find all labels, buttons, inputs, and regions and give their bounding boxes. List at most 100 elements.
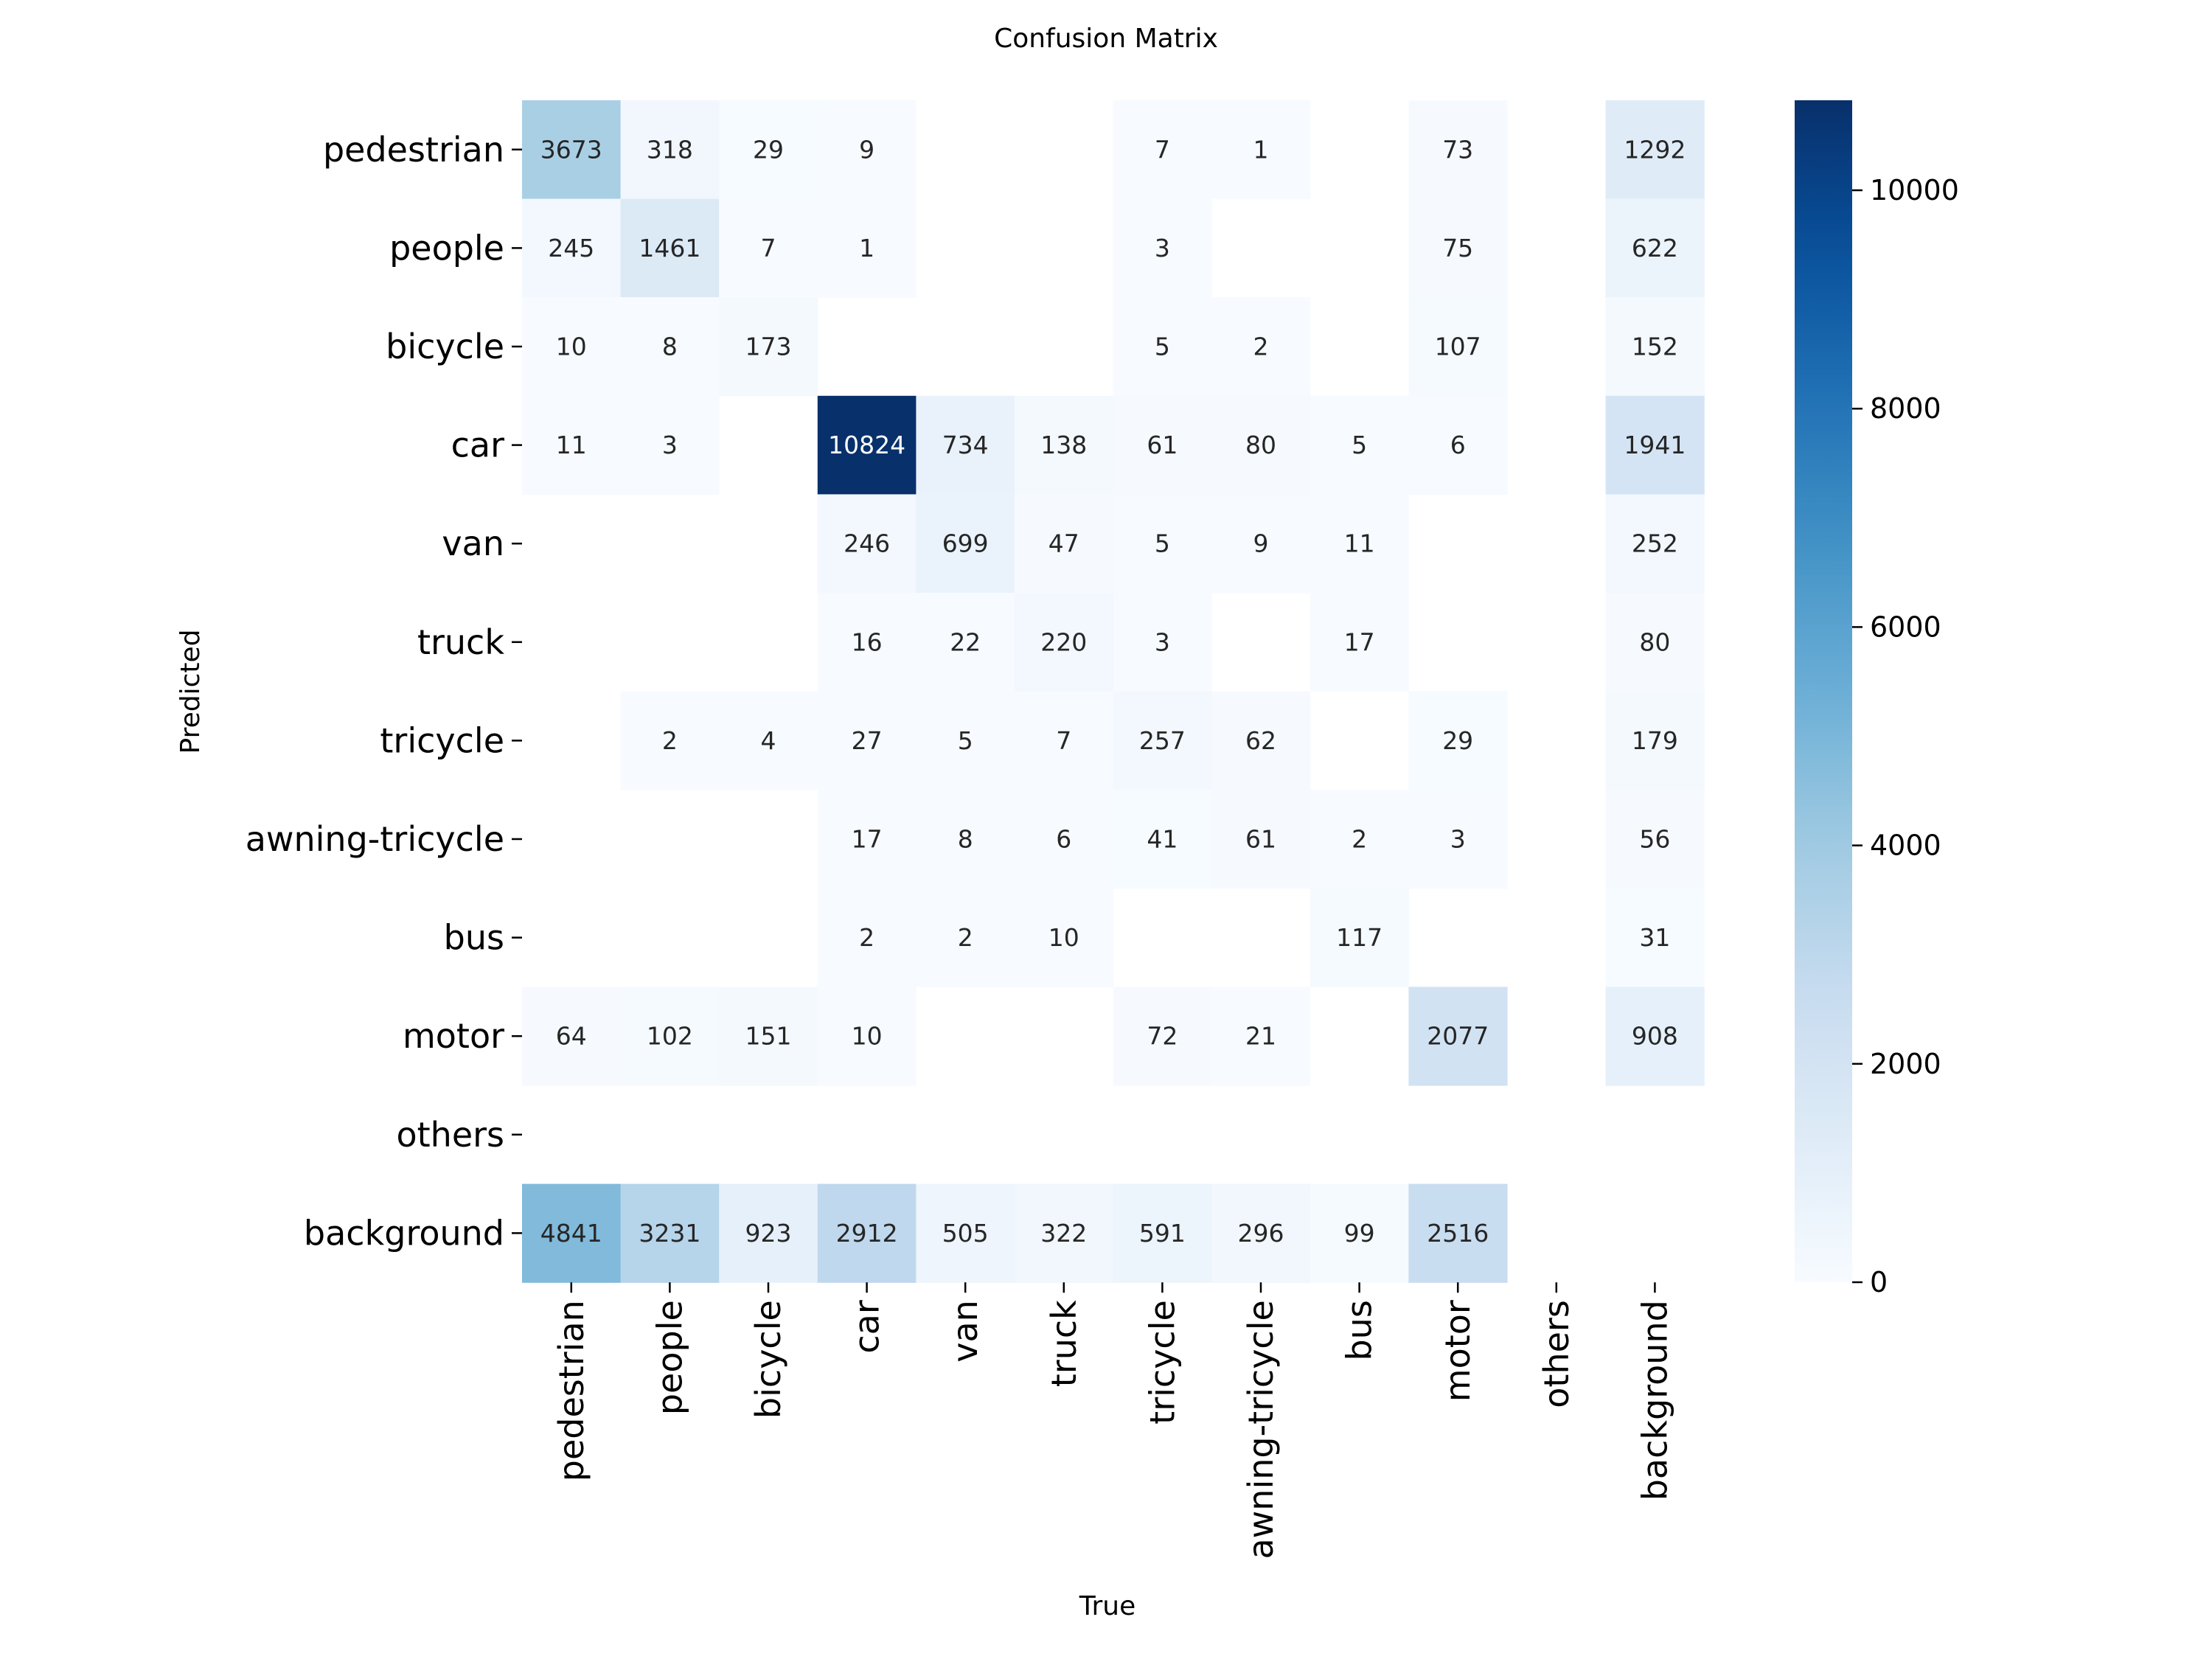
- cell-value-label: 151: [745, 1022, 792, 1051]
- cell-value-label: 62: [1245, 726, 1276, 755]
- heatmap-cell: [522, 198, 622, 298]
- colorbar-tick-label: 10000: [1870, 174, 1959, 206]
- cell-value-label: 505: [942, 1219, 989, 1248]
- cell-value-label: 8: [662, 333, 678, 361]
- heatmap-cell: [719, 297, 818, 397]
- heatmap-cell: [719, 987, 818, 1086]
- heatmap-cell: [916, 1183, 1015, 1283]
- y-tick-label: pedestrian: [323, 130, 504, 170]
- heatmap-cell: [1605, 395, 1705, 495]
- cell-value-label: 10: [852, 1022, 883, 1051]
- heatmap-cell: [1408, 198, 1508, 298]
- heatmap-cell: [1211, 297, 1311, 397]
- cell-value-label: 102: [647, 1022, 693, 1051]
- heatmap-cell: [1605, 888, 1705, 987]
- heatmap-cell: [1015, 1183, 1114, 1283]
- cell-value-label: 56: [1639, 825, 1670, 854]
- heatmap-cell: [916, 790, 1015, 889]
- cell-value-label: 1: [1253, 135, 1269, 164]
- heatmap-cell: [522, 1183, 622, 1283]
- cell-value-label: 11: [1344, 529, 1375, 558]
- cell-value-label: 21: [1245, 1022, 1276, 1051]
- cell-value-label: 117: [1336, 923, 1382, 952]
- heatmap-cell: [817, 100, 917, 200]
- heatmap-cell: [817, 987, 917, 1086]
- heatmap-cell: [1408, 395, 1508, 495]
- heatmap-cell: [1310, 790, 1409, 889]
- x-tick-label: tricycle: [1142, 1300, 1182, 1425]
- cell-value-label: 246: [844, 529, 890, 558]
- cell-value-label: 322: [1040, 1219, 1087, 1248]
- heatmap-cell: [1310, 888, 1409, 987]
- heatmap-cell: [1113, 198, 1212, 298]
- heatmap-cell: [817, 691, 917, 790]
- cell-value-label: 7: [1056, 726, 1071, 755]
- cell-value-label: 7: [761, 234, 776, 262]
- heatmap-cell: [719, 691, 818, 790]
- heatmap-cells: [522, 100, 1705, 1283]
- heatmap-cell: [1408, 691, 1508, 790]
- heatmap-cell: [1015, 691, 1114, 790]
- heatmap-cell: [1408, 100, 1508, 200]
- heatmap-cell: [1113, 297, 1212, 397]
- x-tick-label: bus: [1340, 1300, 1380, 1360]
- cell-value-label: 622: [1632, 234, 1678, 262]
- heatmap-cell: [620, 691, 720, 790]
- heatmap-cell: [1211, 395, 1311, 495]
- y-axis-title: Predicted: [175, 630, 206, 754]
- cell-value-label: 3: [1450, 825, 1466, 854]
- heatmap-cell: [1015, 790, 1114, 889]
- heatmap-cell: [1211, 691, 1311, 790]
- cell-value-label: 3: [1155, 234, 1170, 262]
- cell-value-label: 80: [1639, 627, 1670, 656]
- heatmap-cell: [620, 395, 720, 495]
- heatmap-cell: [1605, 593, 1705, 692]
- cell-value-label: 9: [1253, 529, 1269, 558]
- heatmap-cell: [1015, 395, 1114, 495]
- x-tick-label: people: [650, 1300, 689, 1415]
- heatmap-cell: [1113, 494, 1212, 594]
- heatmap-cell: [817, 593, 917, 692]
- cell-value-label: 257: [1139, 726, 1186, 755]
- cell-value-label: 3673: [540, 135, 602, 164]
- cell-value-label: 2: [859, 923, 874, 952]
- heatmap-cell: [1113, 790, 1212, 889]
- heatmap-cell: [1211, 1183, 1311, 1283]
- cell-value-label: 2077: [1427, 1022, 1489, 1051]
- heatmap-cell: [719, 1183, 818, 1283]
- cell-value-label: 41: [1147, 825, 1178, 854]
- y-tick-label: bus: [444, 918, 504, 958]
- heatmap-cell: [1113, 395, 1212, 495]
- heatmap-cell: [1015, 593, 1114, 692]
- heatmap-cell: [1211, 987, 1311, 1086]
- cell-value-label: 17: [852, 825, 883, 854]
- cell-value-label: 734: [942, 431, 989, 459]
- heatmap-cell: [1408, 297, 1508, 397]
- y-tick-label: background: [304, 1213, 504, 1253]
- cell-value-label: 220: [1040, 627, 1087, 656]
- cell-value-label: 245: [548, 234, 594, 262]
- cell-value-label: 2: [662, 726, 678, 755]
- heatmap-cell: [1113, 100, 1212, 200]
- y-tick-label: tricycle: [380, 720, 504, 760]
- heatmap-cell: [817, 395, 917, 495]
- x-tick-label: background: [1635, 1300, 1674, 1500]
- y-axis: pedestrian people bicycle car van truck tricyc…: [246, 130, 522, 1253]
- cell-value-label: 29: [1442, 726, 1473, 755]
- heatmap-cell: [522, 987, 622, 1086]
- heatmap-cell: [1211, 790, 1311, 889]
- cell-value-label: 4: [761, 726, 776, 755]
- cell-value-label: 2: [1253, 333, 1269, 361]
- heatmap-cell: [522, 100, 622, 200]
- cell-value-label: 3: [1155, 627, 1170, 656]
- cell-value-label: 5: [1155, 529, 1170, 558]
- cell-value-label: 252: [1632, 529, 1678, 558]
- heatmap-cell: [916, 395, 1015, 495]
- heatmap-cell: [1015, 494, 1114, 594]
- y-tick-label: car: [451, 425, 504, 465]
- cell-value-label: 16: [852, 627, 883, 656]
- colorbar-tick-label: 0: [1870, 1266, 1888, 1298]
- cell-value-label: 5: [958, 726, 973, 755]
- heatmap-cell: [1605, 100, 1705, 200]
- cell-value-label: 6: [1056, 825, 1071, 854]
